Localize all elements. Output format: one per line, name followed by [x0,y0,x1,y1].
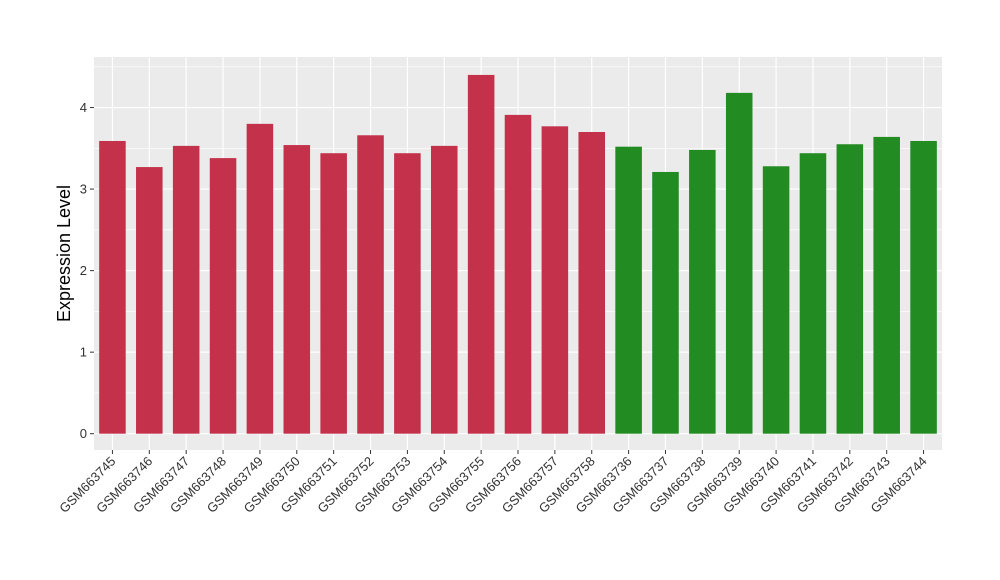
bar-GSM663756 [504,114,532,434]
bar-GSM663741 [799,153,827,434]
bar-GSM663743 [873,136,900,434]
bar-GSM663754 [430,145,458,434]
bar-GSM663757 [541,126,569,434]
bar-GSM663744 [910,140,937,434]
y-tick-label: 3 [80,182,87,197]
bar-GSM663749 [246,123,274,434]
y-tick-label: 4 [80,100,87,115]
bar-GSM663755 [467,74,495,434]
y-tick-label: 0 [80,426,87,441]
y-axis-ticks: 0 1 2 3 4 [80,100,94,441]
bar-GSM663752 [357,135,384,434]
bar-GSM663745 [99,140,126,434]
y-tick-label: 1 [80,345,87,360]
bar-GSM663751 [320,153,347,434]
bar-GSM663736 [615,146,642,434]
bar-GSM663747 [172,145,200,434]
y-axis-title: Expression Level [54,185,74,322]
bar-GSM663739 [725,92,753,434]
y-tick-label: 2 [80,263,87,278]
bar-GSM663748 [209,158,237,434]
bar-GSM663753 [394,153,421,434]
bar-GSM663750 [283,145,311,434]
bar-GSM663737 [652,171,679,434]
bar-GSM663742 [836,144,864,434]
bars [99,74,937,434]
x-axis-ticks: GSM663745GSM663746GSM663747GSM663748GSM6… [56,450,930,516]
bar-GSM663746 [136,167,163,434]
bar-GSM663740 [762,166,790,434]
bar-GSM663758 [578,132,606,434]
bar-GSM663738 [689,149,716,434]
